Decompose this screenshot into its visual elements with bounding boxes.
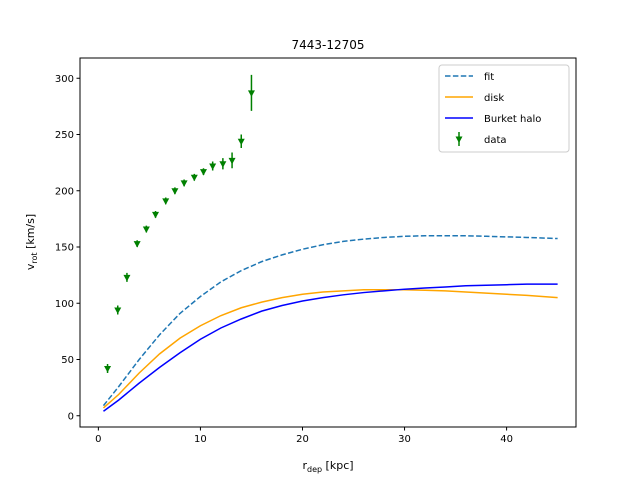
data-point bbox=[180, 179, 188, 187]
legend-item-data: data bbox=[455, 132, 507, 146]
legend-label: fit bbox=[484, 72, 494, 83]
data-point bbox=[228, 152, 236, 169]
data-marker bbox=[162, 198, 170, 205]
y-axis-label-sub: rot bbox=[30, 252, 39, 263]
y-axis-label-unit: [km/s] bbox=[24, 214, 37, 253]
data-point bbox=[114, 305, 122, 315]
fit-curve bbox=[102, 235, 558, 407]
data-marker bbox=[123, 274, 131, 282]
data-marker bbox=[228, 157, 236, 165]
burket-halo-curve bbox=[103, 283, 558, 412]
y-tick-label: 200 bbox=[55, 186, 74, 197]
data-point bbox=[123, 272, 131, 282]
data-point bbox=[162, 197, 170, 205]
legend-items: fit disk Burket halo data bbox=[445, 72, 541, 146]
data-marker bbox=[142, 226, 150, 233]
disk-curve bbox=[102, 289, 558, 409]
data-point bbox=[199, 168, 207, 176]
data-marker bbox=[190, 174, 198, 182]
x-axis-label-sub: dep bbox=[307, 465, 322, 474]
legend: fit disk Burket halo data bbox=[438, 64, 570, 153]
legend-marker bbox=[455, 136, 463, 143]
legend-item-fit: fit bbox=[445, 72, 494, 83]
data-point bbox=[190, 173, 198, 182]
x-tick-label: 0 bbox=[95, 434, 101, 445]
y-tick-label: 150 bbox=[55, 243, 74, 254]
y-tick-label: 250 bbox=[55, 130, 74, 141]
data-marker bbox=[219, 161, 227, 168]
x-tick-label: 20 bbox=[296, 434, 309, 445]
data-point bbox=[219, 158, 227, 170]
y-axis-label-main: v bbox=[24, 263, 37, 270]
data-marker bbox=[114, 307, 122, 314]
curves-layer bbox=[102, 235, 558, 412]
y-axis-label: vrot [km/s] bbox=[24, 214, 39, 270]
x-axis-label: rdep [kpc] bbox=[302, 459, 353, 474]
legend-label: Burket halo bbox=[484, 114, 541, 125]
chart-title: 7443-12705 bbox=[291, 38, 364, 52]
x-tick-label: 10 bbox=[194, 434, 207, 445]
x-tick-label: 40 bbox=[500, 434, 513, 445]
data-point bbox=[152, 211, 160, 219]
y-tick-label: 100 bbox=[55, 299, 74, 310]
data-point bbox=[104, 364, 112, 373]
y-tick-label: 50 bbox=[61, 355, 74, 366]
data-point bbox=[133, 240, 141, 248]
data-marker bbox=[237, 138, 245, 146]
legend-item-burket-halo: Burket halo bbox=[445, 114, 541, 125]
data-point bbox=[171, 187, 179, 195]
y-axis-ticks: 0 50 100 150 200 250 300 bbox=[55, 74, 80, 422]
data-marker bbox=[104, 366, 112, 373]
data-marker bbox=[133, 241, 141, 248]
legend-box bbox=[438, 64, 570, 153]
data-point bbox=[247, 74, 255, 111]
y-tick-label: 0 bbox=[68, 411, 74, 422]
x-tick-label: 30 bbox=[398, 434, 411, 445]
data-marker bbox=[247, 90, 255, 97]
legend-label: disk bbox=[484, 93, 504, 104]
data-point bbox=[142, 225, 150, 233]
data-marker bbox=[152, 211, 160, 219]
data-marker bbox=[209, 163, 217, 170]
data-marker bbox=[199, 169, 207, 176]
data-point bbox=[209, 161, 217, 171]
x-axis-ticks: 0 10 20 30 40 bbox=[95, 427, 513, 445]
y-tick-label: 300 bbox=[55, 74, 74, 85]
data-marker bbox=[171, 188, 179, 195]
legend-item-disk: disk bbox=[445, 93, 504, 104]
x-axis-label-main: r bbox=[302, 459, 307, 472]
x-axis-label-unit: [kpc] bbox=[322, 459, 353, 472]
data-marker bbox=[180, 180, 188, 187]
data-point bbox=[237, 134, 245, 148]
plot-frame bbox=[79, 57, 577, 428]
legend-label: data bbox=[484, 135, 507, 146]
data-points-layer bbox=[104, 74, 255, 373]
